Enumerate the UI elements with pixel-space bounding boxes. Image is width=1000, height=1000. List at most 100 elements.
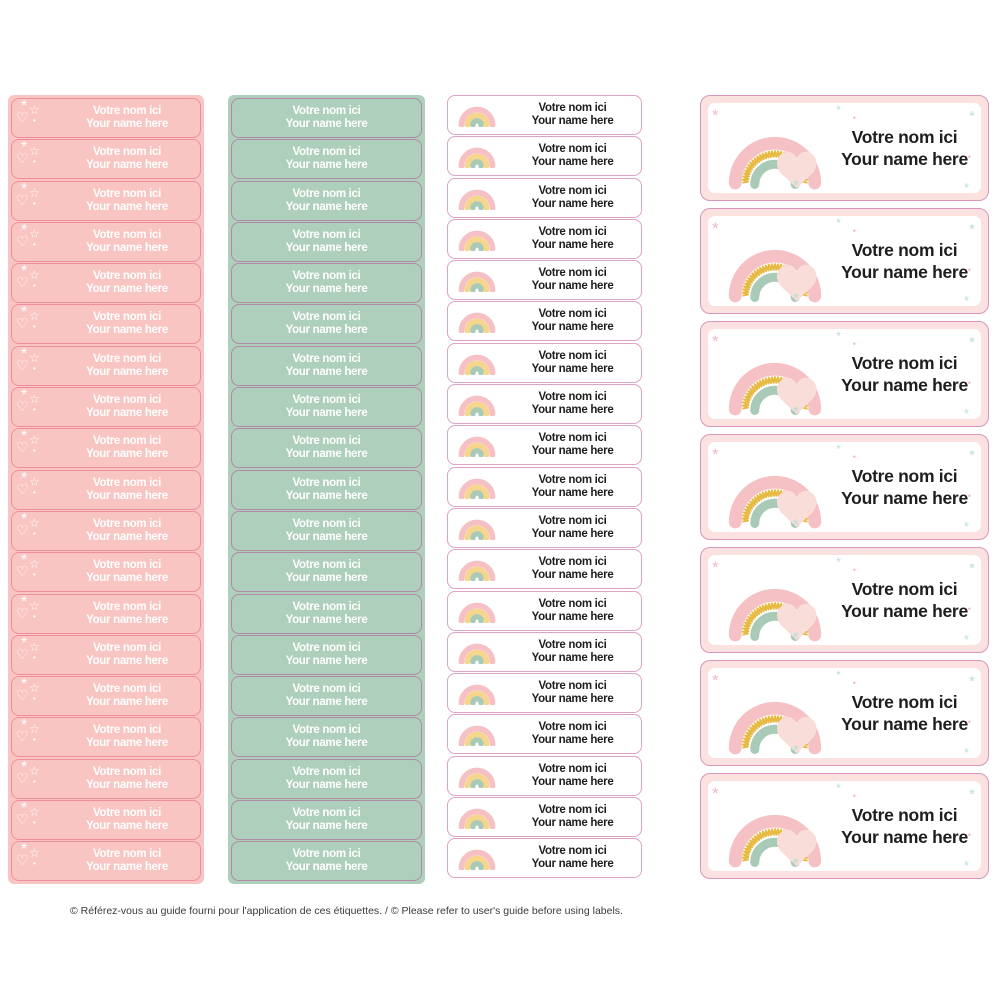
star-icon: ☆ — [29, 681, 40, 696]
label-line-fr: Votre nom ici — [292, 600, 361, 613]
label-line-fr: Votre nom ici — [538, 638, 607, 651]
star-icon: ☆ — [29, 103, 40, 117]
rainbow-icon-box — [448, 468, 504, 506]
label-line-en: Your name here — [285, 324, 368, 337]
icon-cluster: * ☆ ♡ • — [12, 222, 54, 261]
pink-name-label: * ☆ ♡ • Votre nom ici Your name here — [11, 221, 201, 262]
label-line-en: Your name here — [531, 156, 614, 169]
rainbow-icon-box — [448, 839, 504, 877]
label-line-en: Your name here — [531, 486, 614, 499]
label-line-en: Your name here — [86, 861, 168, 874]
label-line-fr: Votre nom ici — [538, 225, 607, 238]
label-line-en: Your name here — [86, 118, 168, 130]
dot-icon: • — [967, 716, 971, 727]
icon-cluster: * ☆ ♡ • — [12, 841, 54, 880]
sparkle-icon: * — [836, 216, 841, 230]
green-name-label: Votre nom ici Your name here — [231, 552, 422, 593]
rainbow-icon — [458, 313, 496, 334]
label-line-en: Your name here — [285, 737, 368, 750]
star-icon: ☆ — [29, 763, 40, 778]
label-text: Votre nom ici Your name here — [232, 718, 421, 756]
label-line-en: Your name here — [86, 820, 168, 833]
icon-cluster: * ☆ ♡ • — [12, 717, 54, 756]
pink-name-label: * ☆ ♡ • Votre nom ici Your name here — [11, 510, 201, 551]
star-icon: ☆ — [29, 350, 40, 365]
rainbow-icon-box — [448, 509, 504, 547]
label-text: Votre nom ici Your name here — [232, 182, 421, 220]
label-line-fr: Votre nom ici — [92, 187, 162, 200]
pink-name-label: * ☆ ♡ • Votre nom ici Your name here — [11, 841, 201, 882]
green-name-label: Votre nom ici Your name here — [231, 510, 422, 551]
rainbow-heart-large-label: * * • * * • * Votre nom ici Your name he… — [700, 95, 989, 201]
green-name-label: Votre nom ici Your name here — [231, 717, 422, 758]
label-line-en: Your name here — [531, 651, 614, 664]
star-icon: ☆ — [29, 515, 40, 530]
label-line-en: Your name here — [86, 489, 168, 502]
sparkle-icon: * — [792, 291, 799, 307]
pink-name-label: * ☆ ♡ • Votre nom ici Your name here — [11, 263, 201, 304]
star-icon: ☆ — [29, 144, 40, 159]
pink-name-label: * ☆ ♡ • Votre nom ici Your name here — [11, 139, 201, 180]
label-line-en: Your name here — [285, 118, 368, 130]
label-line-fr: Votre nom ici — [538, 804, 607, 817]
rainbow-name-label: Votre nom ici Your name here — [447, 507, 642, 548]
label-text: Votre nom ici Your name here — [504, 509, 641, 547]
label-line-fr: Votre nom ici — [851, 692, 958, 712]
rainbow-icon — [458, 230, 496, 251]
label-line-fr: Votre nom ici — [538, 308, 607, 321]
label-text: Votre nom ici Your name here — [504, 468, 641, 506]
label-line-en: Your name here — [86, 613, 168, 626]
heart-icon: ♡ — [16, 687, 29, 704]
label-line-en: Your name here — [86, 778, 168, 791]
label-line-en: Your name here — [841, 827, 968, 847]
dot-icon: • — [33, 611, 36, 621]
label-text: Votre nom ici Your name here — [54, 99, 200, 137]
icon-cluster: * ☆ ♡ • — [12, 181, 54, 220]
rainbow-name-label: Votre nom ici Your name here — [447, 673, 642, 714]
label-text: Votre nom ici Your name here — [232, 223, 421, 261]
heart-icon: ♡ — [16, 852, 29, 869]
label-line-fr: Votre nom ici — [92, 683, 162, 696]
sparkle-icon: * — [963, 180, 969, 193]
label-line-fr: Votre nom ici — [92, 311, 162, 324]
green-name-label: Votre nom ici Your name here — [231, 428, 422, 469]
heart-shape — [777, 151, 817, 189]
sparkle-icon: * — [963, 293, 969, 306]
rainbow-heart-illustration — [728, 701, 822, 755]
large-label-inner: * * • * * • * Votre nom ici Your name he… — [708, 329, 981, 419]
label-line-fr: Votre nom ici — [292, 311, 361, 324]
rainbow-name-label: Votre nom ici Your name here — [447, 384, 642, 425]
label-line-fr: Votre nom ici — [292, 765, 361, 778]
sparkle-icon: * — [21, 676, 28, 694]
pink-label-column: * ☆ ♡ • Votre nom ici Your name here * ☆… — [8, 95, 204, 885]
sparkle-icon: * — [21, 387, 28, 405]
label-line-en: Your name here — [285, 778, 368, 791]
label-text: Votre nom ici Your name here — [54, 677, 200, 715]
green-name-label: Votre nom ici Your name here — [231, 758, 422, 799]
footer-note: © Référez-vous au guide fourni pour l'ap… — [70, 905, 623, 917]
label-line-fr: Votre nom ici — [92, 228, 162, 241]
sparkle-icon: * — [963, 858, 969, 871]
star-icon: ☆ — [29, 392, 40, 407]
label-text: Votre nom ici Your name here — [838, 239, 971, 283]
rainbow-name-label: Votre nom ici Your name here — [447, 631, 642, 672]
label-text: Votre nom ici Your name here — [54, 842, 200, 880]
label-text: Votre nom ici Your name here — [232, 512, 421, 550]
rainbow-heart-illustration — [728, 475, 822, 529]
label-line-fr: Votre nom ici — [292, 848, 361, 861]
rainbow-name-label: Votre nom ici Your name here — [447, 95, 642, 135]
label-line-fr: Votre nom ici — [851, 240, 958, 260]
icon-cluster: * ☆ ♡ • — [12, 304, 54, 343]
label-line-en: Your name here — [531, 775, 614, 788]
large-label-inner: * * • * * • * Votre nom ici Your name he… — [708, 555, 981, 645]
sparkle-icon: * — [712, 332, 719, 351]
label-text: Votre nom ici Your name here — [504, 302, 641, 340]
sparkle-icon: * — [792, 178, 799, 194]
label-line-fr: Votre nom ici — [292, 559, 361, 572]
green-name-label: Votre nom ici Your name here — [231, 634, 422, 675]
label-line-fr: Votre nom ici — [851, 805, 958, 825]
pink-name-label: * ☆ ♡ • Votre nom ici Your name here — [11, 593, 201, 634]
green-name-label: Votre nom ici Your name here — [231, 221, 422, 262]
rainbow-icon — [458, 148, 496, 169]
label-line-fr: Votre nom ici — [538, 391, 607, 404]
